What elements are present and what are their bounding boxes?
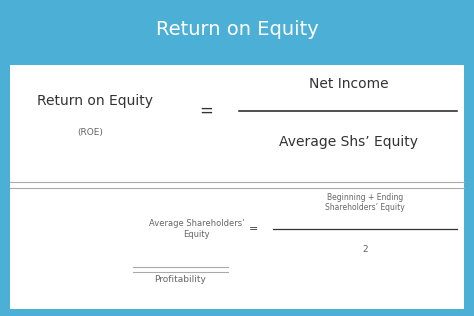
Text: Average Shs’ Equity: Average Shs’ Equity xyxy=(279,135,418,149)
Text: Return on Equity: Return on Equity xyxy=(37,94,153,108)
Text: 2: 2 xyxy=(362,245,368,254)
Text: (ROE): (ROE) xyxy=(77,128,103,137)
Text: Beginning + Ending
Shareholders’ Equity: Beginning + Ending Shareholders’ Equity xyxy=(325,192,405,212)
Text: Net Income: Net Income xyxy=(309,77,388,91)
Text: =: = xyxy=(199,102,213,119)
Text: =: = xyxy=(249,224,258,234)
Text: Profitability: Profitability xyxy=(154,275,206,284)
FancyBboxPatch shape xyxy=(10,65,464,309)
FancyBboxPatch shape xyxy=(0,0,474,58)
Text: Return on Equity: Return on Equity xyxy=(155,20,319,39)
Text: Average Shareholders’
Equity: Average Shareholders’ Equity xyxy=(149,219,245,239)
